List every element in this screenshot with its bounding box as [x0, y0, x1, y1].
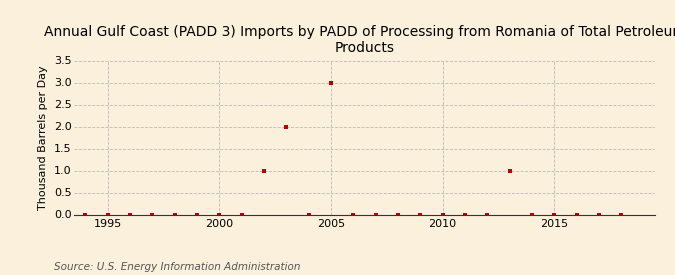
- Y-axis label: Thousand Barrels per Day: Thousand Barrels per Day: [38, 65, 48, 210]
- Title: Annual Gulf Coast (PADD 3) Imports by PADD of Processing from Romania of Total P: Annual Gulf Coast (PADD 3) Imports by PA…: [44, 25, 675, 55]
- Text: Source: U.S. Energy Information Administration: Source: U.S. Energy Information Administ…: [54, 262, 300, 272]
